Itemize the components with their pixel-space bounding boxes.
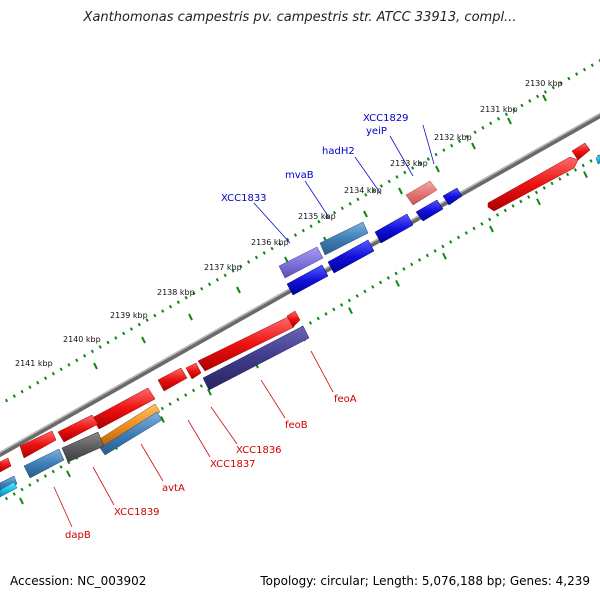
gene-arrow[interactable] (57, 414, 99, 443)
gene-arrow[interactable] (91, 387, 156, 430)
gene-arrow[interactable] (286, 264, 329, 296)
gene-label-feob[interactable]: feoB (285, 420, 308, 431)
gene-label-dapb[interactable]: dapB (65, 530, 91, 541)
inner-tick (348, 307, 353, 315)
gene-arrow[interactable] (487, 156, 579, 212)
gene-arrow[interactable] (23, 448, 65, 479)
gene-arrow[interactable] (405, 180, 438, 206)
lower-strand-features (0, 154, 600, 498)
gene-arrow[interactable] (319, 221, 369, 256)
major-tick (471, 142, 476, 150)
tick-label: 2140 kbp (63, 335, 101, 344)
major-tick (398, 187, 403, 195)
major-tick (188, 313, 193, 321)
tick-label: 2131 kbp (480, 105, 518, 114)
gene-arrow[interactable] (442, 187, 463, 206)
gene-label-feoa[interactable]: feoA (334, 394, 357, 405)
gene-arrow[interactable] (327, 239, 375, 274)
genome-summary-text: Topology: circular; Length: 5,076,188 bp… (260, 574, 590, 588)
gene-arrow[interactable] (197, 316, 295, 372)
inner-tick (19, 497, 24, 505)
inner-tick (442, 252, 447, 260)
major-tick (236, 286, 241, 294)
gene-arrow[interactable] (571, 142, 591, 161)
gene-arrow[interactable] (286, 310, 301, 328)
major-tick (141, 336, 146, 344)
tick-label: 2133 kbp (390, 159, 428, 168)
major-tick (93, 362, 98, 370)
gene-arrow[interactable] (374, 213, 414, 244)
tick-label: 2136 kbp (251, 238, 289, 247)
tick-label: 2137 kbp (204, 263, 242, 272)
scale-tick-labels: 2130 kbp 2131 kbp 2132 kbp 2133 kbp 2134 kbp… (15, 79, 563, 368)
major-tick (507, 117, 512, 125)
forward-strand-features (0, 142, 591, 473)
gene-label-xcc1837[interactable]: XCC1837 (210, 459, 256, 470)
bottom-label-leaders (53, 350, 334, 528)
tick-label: 2141 kbp (15, 359, 53, 368)
inner-tick (583, 171, 588, 179)
gene-arrow[interactable] (99, 411, 163, 456)
gene-label-yeip[interactable]: yeiP (366, 126, 387, 137)
top-label-leaders (253, 124, 435, 244)
tick-label: 2135 kbp (298, 212, 336, 221)
gene-label-xcc1839[interactable]: XCC1839 (114, 507, 160, 518)
major-tick (363, 210, 368, 218)
gene-arrow[interactable] (595, 154, 600, 165)
gene-arrow[interactable] (61, 431, 105, 463)
gene-arrow[interactable] (19, 430, 57, 459)
tick-label: 2138 kbp (157, 288, 195, 297)
gene-label-hadh2[interactable]: hadH2 (322, 146, 355, 157)
tick-label: 2130 kbp (525, 79, 563, 88)
inner-tick (66, 470, 71, 478)
gene-arrow[interactable] (278, 246, 324, 279)
inner-tick (207, 388, 212, 396)
major-tick (435, 165, 440, 173)
gene-arrow[interactable] (185, 362, 202, 380)
gene-arrow[interactable] (0, 457, 12, 473)
reverse-strand-features (278, 180, 463, 296)
gene-label-xcc1836[interactable]: XCC1836 (236, 445, 282, 456)
gene-label-xcc1833[interactable]: XCC1833 (221, 193, 267, 204)
gene-arrow[interactable] (157, 367, 188, 392)
gene-label-mvab[interactable]: mvaB (285, 170, 314, 181)
accession-text: Accession: NC_003902 (10, 574, 147, 588)
inner-tick (536, 198, 541, 206)
gene-label-xcc1829[interactable]: XCC1829 (363, 113, 409, 124)
major-tick (542, 94, 547, 102)
inner-tick (489, 225, 494, 233)
inner-tick (395, 279, 400, 287)
tick-label: 2134 kbp (344, 186, 382, 195)
gene-arrow[interactable] (0, 481, 18, 498)
outer-dotted-ring (0, 58, 600, 407)
gene-arrow[interactable] (202, 325, 310, 391)
map-title: Xanthomonas campestris pv. campestris st… (83, 10, 517, 25)
gene-label-avta[interactable]: avtA (162, 483, 185, 494)
tick-label: 2139 kbp (110, 311, 148, 320)
gene-arrow[interactable] (415, 199, 444, 222)
inner-tick (160, 415, 165, 423)
tick-label: 2132 kbp (434, 133, 472, 142)
